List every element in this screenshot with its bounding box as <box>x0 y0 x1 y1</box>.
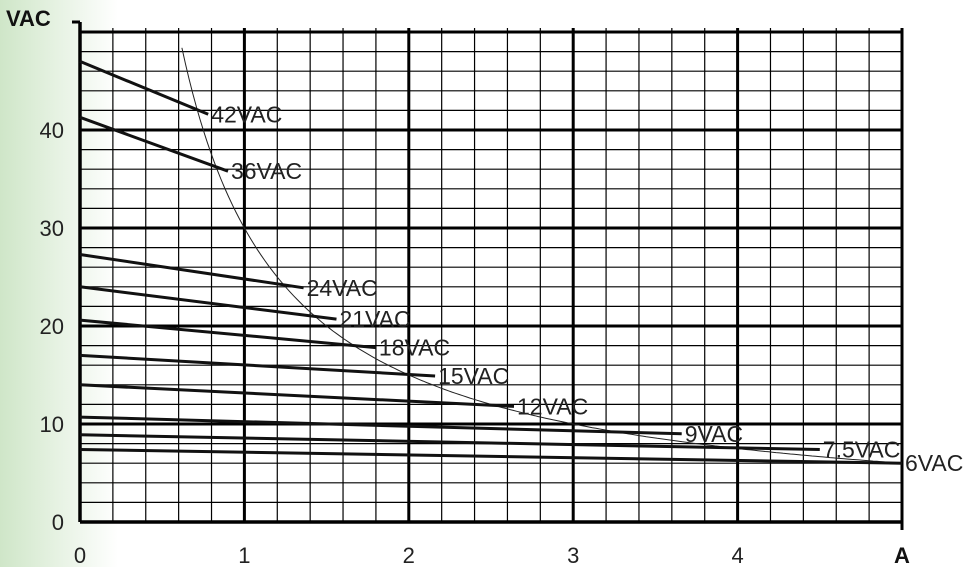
series-line-7.5VAC <box>79 433 820 451</box>
power-curve-line <box>181 47 903 464</box>
series-label-24VAC: 24VAC <box>307 275 378 301</box>
series-line-9VAC <box>79 415 682 436</box>
series-line-24VAC <box>79 253 304 290</box>
series-line-6VAC <box>79 448 903 465</box>
series-line-42VAC <box>79 60 209 116</box>
x-tick-label: 0 <box>74 543 86 567</box>
y-tick-label: 0 <box>52 510 64 535</box>
x-tick-label: 4 <box>731 543 743 567</box>
x-tick-label: 1 <box>238 543 250 567</box>
series-label-9VAC: 9VAC <box>685 421 743 447</box>
x-tick-label: 2 <box>403 543 415 567</box>
series-line-12VAC <box>79 383 515 408</box>
series-label-21VAC: 21VAC <box>339 306 410 332</box>
series-lines <box>79 60 903 465</box>
series-label-7.5VAC: 7.5VAC <box>823 436 901 462</box>
power-curve <box>181 47 903 464</box>
y-axis-title: VAC <box>6 6 51 31</box>
y-tick-label: 10 <box>40 412 64 437</box>
series-line-15VAC <box>79 353 436 378</box>
series-line-36VAC <box>79 115 229 173</box>
series-label-42VAC: 42VAC <box>211 101 282 127</box>
y-tick-label: 20 <box>40 314 64 339</box>
x-tick-label: 3 <box>567 543 579 567</box>
series-label-36VAC: 36VAC <box>231 158 302 184</box>
series-label-18VAC: 18VAC <box>379 335 450 361</box>
series-line-21VAC <box>79 285 337 321</box>
series-label-15VAC: 15VAC <box>438 363 509 389</box>
grid <box>72 20 904 530</box>
series-label-6VAC: 6VAC <box>905 450 963 476</box>
series-label-12VAC: 12VAC <box>517 393 588 419</box>
y-tick-label: 30 <box>40 216 64 241</box>
x-axis-title: A <box>894 543 910 567</box>
series-line-18VAC <box>79 318 377 350</box>
left-gradient-band <box>0 0 118 567</box>
y-tick-label: 40 <box>40 118 64 143</box>
